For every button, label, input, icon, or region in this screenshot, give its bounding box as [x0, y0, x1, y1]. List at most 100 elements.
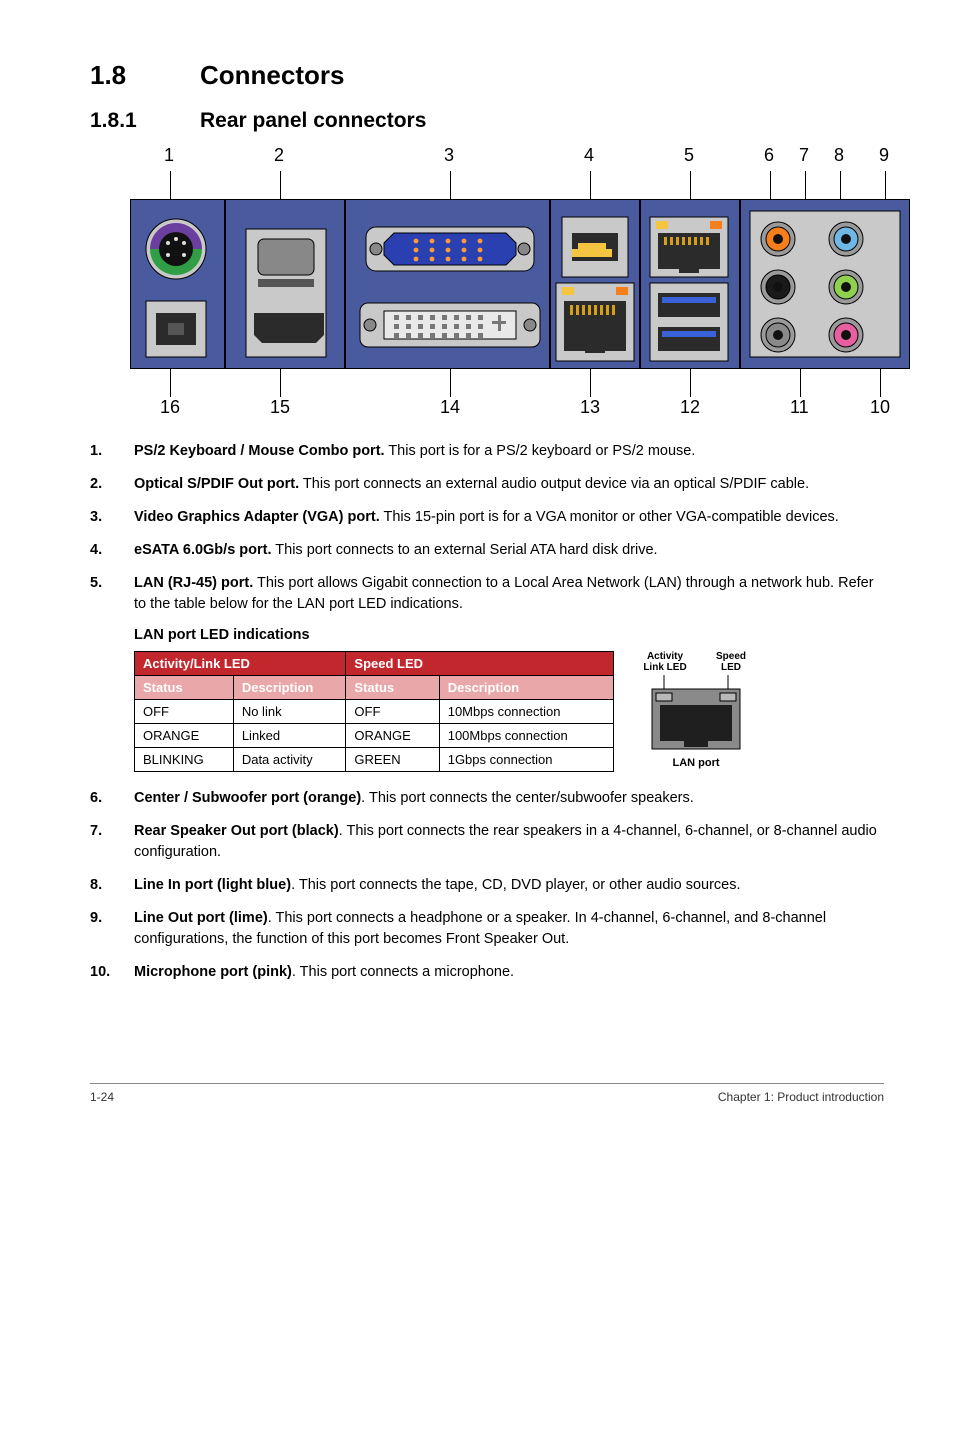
item-text: Optical S/PDIF Out port. This port conne…	[134, 474, 884, 495]
diagram-tick	[690, 171, 691, 199]
diagram-bottom-label: 10	[870, 397, 890, 418]
lan-fig-caption: LAN port	[636, 757, 756, 769]
numbered-item: 2.Optical S/PDIF Out port. This port con…	[90, 474, 884, 495]
numbered-item: 6.Center / Subwoofer port (orange). This…	[90, 788, 884, 809]
diagram-bottom-label: 16	[160, 397, 180, 418]
lan-fig-label-left: Activity Link LED	[636, 651, 694, 673]
item-lead: eSATA 6.0Gb/s port.	[134, 542, 272, 558]
section-heading: 1.8Connectors	[90, 60, 884, 91]
numbered-item: 5.LAN (RJ-45) port. This port allows Gig…	[90, 573, 884, 615]
diagram-bottom-label: 12	[680, 397, 700, 418]
item-lead: LAN (RJ-45) port.	[134, 575, 253, 591]
subsection-title: Rear panel connectors	[200, 109, 426, 132]
item-text: LAN (RJ-45) port. This port allows Gigab…	[134, 573, 884, 615]
diagram-top-label: 9	[879, 145, 889, 166]
diagram-top-label: 7	[799, 145, 809, 166]
table-row: BLINKINGData activityGREEN1Gbps connecti…	[135, 748, 614, 772]
item-lead: Rear Speaker Out port (black)	[134, 823, 339, 839]
item-rest: . This port connects the center/subwoofe…	[361, 790, 694, 806]
table-cell: 10Mbps connection	[439, 700, 613, 724]
item-lead: Line Out port (lime)	[134, 910, 268, 926]
section-number: 1.8	[90, 60, 200, 91]
table-cell: Data activity	[233, 748, 346, 772]
diagram-tick	[885, 171, 886, 199]
item-text: Line Out port (lime). This port connects…	[134, 908, 884, 950]
diagram-top-label: 2	[274, 145, 284, 166]
table-cell: ORANGE	[135, 724, 234, 748]
item-rest: This 15-pin port is for a VGA monitor or…	[380, 509, 839, 525]
rear-panel-diagram: 123456789 16151413121110	[130, 145, 910, 423]
table-row: ORANGELinkedORANGE100Mbps connection	[135, 724, 614, 748]
lan-port-figure: Activity Link LED Speed LED LAN port	[636, 651, 756, 769]
diagram-tick	[450, 369, 451, 397]
numbered-item: 7.Rear Speaker Out port (black). This po…	[90, 821, 884, 863]
table-cell: ORANGE	[346, 724, 439, 748]
item-text: eSATA 6.0Gb/s port. This port connects t…	[134, 540, 884, 561]
table-cell: No link	[233, 700, 346, 724]
item-text: Microphone port (pink). This port connec…	[134, 962, 884, 983]
lan-port-svg	[636, 675, 756, 753]
item-number: 6.	[90, 788, 134, 809]
diagram-tick	[690, 369, 691, 397]
item-text: Center / Subwoofer port (orange). This p…	[134, 788, 884, 809]
led-table: Activity/Link LED Speed LED Status Descr…	[134, 651, 614, 772]
diagram-tick	[590, 171, 591, 199]
diagram-tick	[590, 369, 591, 397]
table-row: OFFNo linkOFF10Mbps connection	[135, 700, 614, 724]
numbered-item: 8.Line In port (light blue). This port c…	[90, 875, 884, 896]
footer-chapter: Chapter 1: Product introduction	[718, 1090, 884, 1104]
led-col-desc-a: Description	[233, 676, 346, 700]
led-indications-block: LAN port LED indications Activity/Link L…	[134, 627, 884, 772]
item-lead: Line In port (light blue)	[134, 877, 291, 893]
item-lead: Video Graphics Adapter (VGA) port.	[134, 509, 380, 525]
item-number: 7.	[90, 821, 134, 863]
diagram-top-label: 1	[164, 145, 174, 166]
item-number: 5.	[90, 573, 134, 615]
diagram-tick	[805, 171, 806, 199]
diagram-tick	[280, 171, 281, 199]
diagram-tick	[800, 369, 801, 397]
diagram-top-label: 3	[444, 145, 454, 166]
item-number: 8.	[90, 875, 134, 896]
item-number: 3.	[90, 507, 134, 528]
item-number: 4.	[90, 540, 134, 561]
lan-fig-label-right: Speed LED	[706, 651, 756, 673]
rear-panel-svg	[130, 199, 910, 369]
led-col-status-b: Status	[346, 676, 439, 700]
item-rest: . This port connects a microphone.	[292, 964, 514, 980]
section-title: Connectors	[200, 60, 344, 90]
diagram-tick	[170, 171, 171, 199]
item-rest: This port connects an external audio out…	[299, 476, 809, 492]
item-lead: Microphone port (pink)	[134, 964, 292, 980]
led-col-status-a: Status	[135, 676, 234, 700]
table-cell: OFF	[135, 700, 234, 724]
subsection-number: 1.8.1	[90, 109, 200, 133]
item-number: 2.	[90, 474, 134, 495]
item-rest: This port connects to an external Serial…	[272, 542, 658, 558]
table-cell: 1Gbps connection	[439, 748, 613, 772]
diagram-top-label: 8	[834, 145, 844, 166]
numbered-item: 3.Video Graphics Adapter (VGA) port. Thi…	[90, 507, 884, 528]
footer-page-number: 1-24	[90, 1090, 114, 1104]
subsection-heading: 1.8.1Rear panel connectors	[90, 109, 884, 133]
led-header-speed: Speed LED	[346, 652, 614, 676]
led-header-activity: Activity/Link LED	[135, 652, 346, 676]
item-text: Line In port (light blue). This port con…	[134, 875, 884, 896]
item-number: 9.	[90, 908, 134, 950]
led-table-caption: LAN port LED indications	[134, 627, 884, 643]
diagram-tick	[170, 369, 171, 397]
diagram-bottom-label: 14	[440, 397, 460, 418]
diagram-top-label: 5	[684, 145, 694, 166]
item-lead: PS/2 Keyboard / Mouse Combo port.	[134, 443, 385, 459]
table-cell: 100Mbps connection	[439, 724, 613, 748]
diagram-tick	[840, 171, 841, 199]
diagram-tick	[770, 171, 771, 199]
diagram-top-label: 4	[584, 145, 594, 166]
diagram-bottom-label: 15	[270, 397, 290, 418]
led-col-desc-b: Description	[439, 676, 613, 700]
diagram-tick	[450, 171, 451, 199]
numbered-item: 4.eSATA 6.0Gb/s port. This port connects…	[90, 540, 884, 561]
table-cell: BLINKING	[135, 748, 234, 772]
item-text: PS/2 Keyboard / Mouse Combo port. This p…	[134, 441, 884, 462]
numbered-item: 1.PS/2 Keyboard / Mouse Combo port. This…	[90, 441, 884, 462]
